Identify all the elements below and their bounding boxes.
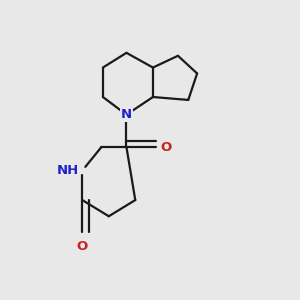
Text: NH: NH [57, 164, 79, 177]
Text: O: O [160, 141, 172, 154]
Text: N: N [121, 108, 132, 121]
Text: O: O [77, 240, 88, 253]
